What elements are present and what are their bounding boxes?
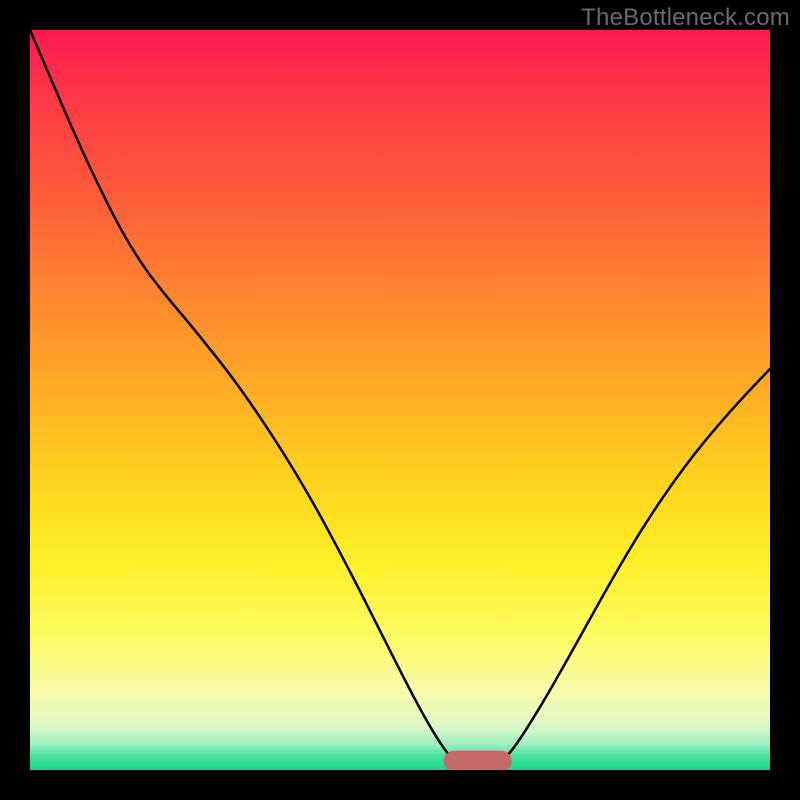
plot-area [30, 30, 770, 770]
optimal-zone-marker [444, 751, 512, 770]
gradient-background [30, 30, 770, 770]
chart-svg [30, 30, 770, 770]
watermark-label: TheBottleneck.com [581, 4, 790, 32]
chart-canvas: TheBottleneck.com [0, 0, 800, 800]
